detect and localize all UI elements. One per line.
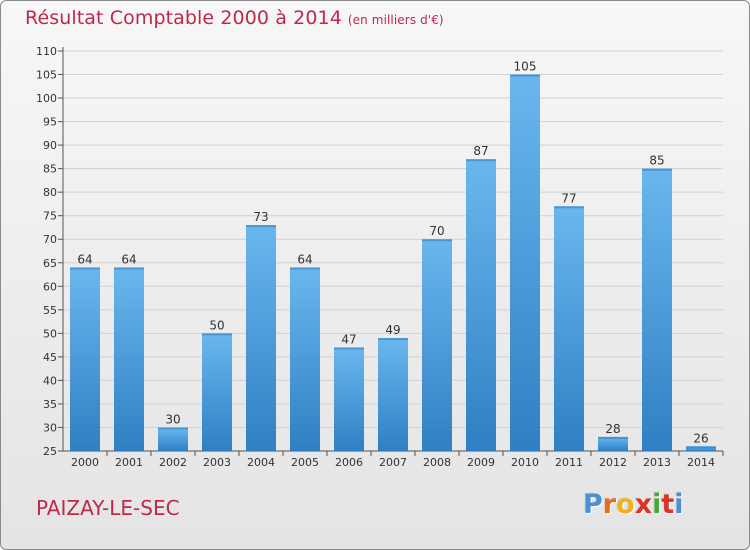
data-label: 49	[385, 323, 400, 337]
bar	[378, 338, 408, 451]
x-tick-label: 2011	[555, 456, 583, 469]
x-axis: 2000 2001 2002 2003 2004 2005 2006 2007 2008 2009…	[63, 450, 724, 469]
gridlines	[63, 50, 723, 452]
bar	[554, 206, 584, 451]
y-tick-label: 50	[43, 327, 57, 340]
data-labels: 64 64 30 50 73 64 47 49 70 87 105 77 28 85 26	[77, 60, 708, 446]
chart-subtitle: (en milliers d'€)	[347, 13, 444, 27]
x-tick-label: 2008	[423, 456, 451, 469]
bar	[510, 74, 540, 451]
bar-top-edge	[114, 267, 144, 270]
logo-letter: P	[583, 489, 603, 520]
bar-top-edge	[334, 347, 364, 350]
y-tick-label: 60	[43, 280, 57, 293]
logo-letter: i	[674, 489, 684, 520]
bar-top-edge	[202, 333, 232, 336]
bar	[246, 225, 276, 451]
y-tick-label: 30	[43, 421, 57, 434]
y-tick-label: 40	[43, 374, 57, 387]
bar-top-edge	[554, 206, 584, 209]
y-tick-label: 95	[43, 116, 57, 129]
data-label: 73	[253, 210, 268, 224]
data-label: 77	[561, 191, 576, 205]
bar-top-edge	[158, 427, 188, 430]
x-tick-label: 2005	[291, 456, 319, 469]
x-tick-label: 2010	[511, 456, 539, 469]
y-tick-label: 100	[36, 92, 57, 105]
y-tick-label: 75	[43, 210, 57, 223]
x-tick-label: 2006	[335, 456, 363, 469]
data-label: 87	[473, 144, 488, 158]
y-tick-label: 80	[43, 186, 57, 199]
x-tick-label: 2012	[599, 456, 627, 469]
bar-top-edge	[422, 239, 452, 242]
bar	[686, 446, 716, 451]
x-tick-label: 2007	[379, 456, 407, 469]
data-label: 70	[429, 224, 444, 238]
logo-letter: o	[616, 489, 635, 520]
y-tick-label: 25	[43, 445, 57, 458]
x-tick-label: 2000	[71, 456, 99, 469]
bar	[598, 436, 628, 451]
data-label: 28	[605, 422, 620, 436]
bar-top-edge	[642, 168, 672, 171]
proxiti-logo[interactable]: Proxiti	[583, 489, 684, 520]
y-tick-label: 45	[43, 351, 57, 364]
data-label: 30	[165, 412, 180, 426]
bar-top-edge	[686, 446, 716, 449]
bar	[334, 347, 364, 451]
logo-letter: x	[634, 489, 653, 520]
logo-letter: r	[602, 489, 617, 520]
bar-top-edge	[510, 74, 540, 77]
data-label: 64	[77, 252, 92, 266]
y-tick-label: 110	[36, 45, 57, 58]
bar	[70, 267, 100, 451]
data-label: 64	[297, 252, 312, 266]
x-tick-label: 2009	[467, 456, 495, 469]
x-tick-label: 2013	[643, 456, 671, 469]
bar	[642, 168, 672, 451]
data-label: 47	[341, 332, 356, 346]
y-tick-label: 55	[43, 304, 57, 317]
bar-top-edge	[246, 225, 276, 228]
bar-top-edge	[378, 338, 408, 341]
bar	[114, 267, 144, 451]
bar	[290, 267, 320, 451]
chart-title-text: Résultat Comptable 2000 à 2014	[25, 7, 342, 29]
bar-top-edge	[598, 436, 628, 439]
data-label: 85	[649, 154, 664, 168]
x-tick-label: 2014	[687, 456, 715, 469]
y-tick-label: 70	[43, 233, 57, 246]
y-axis: 25 30 35 40 45 50 55 60 65 70 75 80 85 90 95 100 105 110	[36, 45, 64, 458]
x-tick-label: 2003	[203, 456, 231, 469]
x-tick-label: 2001	[115, 456, 143, 469]
commune-name: PAIZAY-LE-SEC	[36, 496, 180, 520]
data-label: 105	[514, 60, 537, 74]
y-tick-label: 90	[43, 139, 57, 152]
bar	[202, 333, 232, 451]
x-tick-label: 2002	[159, 456, 187, 469]
logo-letter: t	[661, 489, 675, 520]
logo-letter: i	[652, 489, 662, 520]
bars	[70, 74, 716, 451]
y-tick-label: 105	[36, 69, 57, 82]
bar-top-edge	[466, 159, 496, 162]
x-tick-label: 2004	[247, 456, 275, 469]
data-label: 26	[693, 431, 708, 445]
bar-top-edge	[290, 267, 320, 270]
data-label: 64	[121, 252, 136, 266]
chart-title: Résultat Comptable 2000 à 2014 (en millie…	[25, 7, 444, 29]
y-tick-label: 65	[43, 257, 57, 270]
bar	[422, 239, 452, 451]
y-tick-label: 85	[43, 163, 57, 176]
y-tick-label: 35	[43, 398, 57, 411]
data-label: 50	[209, 318, 224, 332]
bar	[466, 159, 496, 451]
bar	[158, 427, 188, 451]
bar-top-edge	[70, 267, 100, 270]
